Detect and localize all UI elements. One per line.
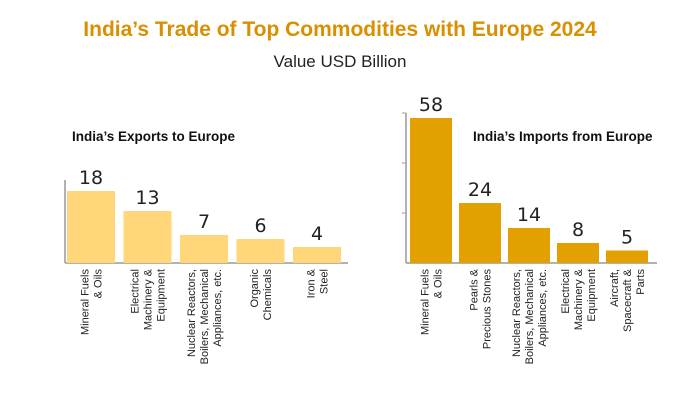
exports-category-label: Nuclear Reactors,Boilers, MechanicalAppl… xyxy=(186,269,224,364)
exports-category-label: ElectricalMachinery &Equipment xyxy=(130,268,168,330)
imports-category-label: Mineral Fuels& Oils xyxy=(420,269,445,336)
exports-plot: 18 Mineral Fuels& Oils 13 ElectricalMachine… xyxy=(64,167,348,364)
exports-value-label: 4 xyxy=(311,223,323,245)
exports-category-label: Mineral Fuels& Oils xyxy=(80,269,105,336)
page-subtitle: Value USD Billion xyxy=(273,52,407,71)
exports-chart-title: India’s Exports to Europe xyxy=(72,129,236,144)
exports-value-label: 6 xyxy=(254,215,266,237)
imports-bar xyxy=(557,243,599,263)
imports-bar xyxy=(606,250,648,263)
exports-category-line: Nuclear Reactors, xyxy=(186,269,198,357)
exports-bar xyxy=(67,191,115,263)
imports-category-line: Precious Stones xyxy=(482,269,494,350)
exports-category-line: Appliances, etc. xyxy=(212,269,224,347)
exports-category-label: OrganicChemicals xyxy=(249,269,274,321)
imports-chart-title: India’s Imports from Europe xyxy=(473,129,653,144)
imports-category-label: Aircraft,Spacecraft &Parts xyxy=(609,268,647,332)
exports-category-line: Organic xyxy=(249,269,261,308)
imports-bar xyxy=(459,203,501,263)
imports-category-line: Mineral Fuels xyxy=(420,269,432,336)
exports-bar xyxy=(236,239,285,263)
exports-value-label: 7 xyxy=(198,211,210,233)
imports-value-label: 5 xyxy=(621,227,633,249)
exports-value-label: 18 xyxy=(79,167,103,189)
imports-category-line: Aircraft, xyxy=(609,269,621,307)
imports-category-line: Machinery & xyxy=(573,268,585,330)
page-title: India’s Trade of Top Commodities with Eu… xyxy=(83,18,597,41)
exports-category-label: Iron &Steel xyxy=(306,268,331,298)
imports-bar xyxy=(410,118,452,263)
imports-category-line: Nuclear Reactors, xyxy=(511,269,523,357)
imports-category-line: Pearls & xyxy=(469,268,481,310)
exports-category-line: Mineral Fuels xyxy=(80,269,92,336)
imports-value-label: 14 xyxy=(517,204,541,226)
exports-category-line: Boilers, Mechanical xyxy=(199,269,211,364)
exports-category-line: Equipment xyxy=(156,269,168,322)
imports-category-line: Boilers, Mechanical xyxy=(524,269,536,364)
imports-category-line: Electrical xyxy=(560,269,572,314)
exports-value-label: 13 xyxy=(135,187,159,209)
exports-category-line: & Oils xyxy=(93,269,105,299)
imports-category-line: Parts xyxy=(635,269,647,295)
imports-category-line: Equipment xyxy=(586,269,598,322)
exports-category-line: Machinery & xyxy=(143,268,155,330)
imports-category-line: & Oils xyxy=(433,269,445,299)
exports-category-line: Chemicals xyxy=(262,269,274,321)
exports-category-line: Iron & xyxy=(306,268,318,298)
imports-category-label: Nuclear Reactors,Boilers, MechanicalAppl… xyxy=(511,269,549,364)
imports-bar xyxy=(508,228,550,263)
exports-bar xyxy=(180,235,228,263)
imports-value-label: 24 xyxy=(468,179,492,201)
imports-value-label: 8 xyxy=(572,219,584,241)
imports-category-line: Appliances, etc. xyxy=(537,269,549,347)
imports-value-label: 58 xyxy=(419,94,443,116)
exports-bar xyxy=(293,247,341,263)
imports-category-line: Spacecraft & xyxy=(622,268,634,332)
imports-category-label: ElectricalMachinery &Equipment xyxy=(560,268,598,330)
exports-category-line: Steel xyxy=(319,269,331,294)
exports-category-line: Electrical xyxy=(130,269,142,314)
imports-category-label: Pearls &Precious Stones xyxy=(469,268,494,349)
exports-bar xyxy=(123,211,172,263)
